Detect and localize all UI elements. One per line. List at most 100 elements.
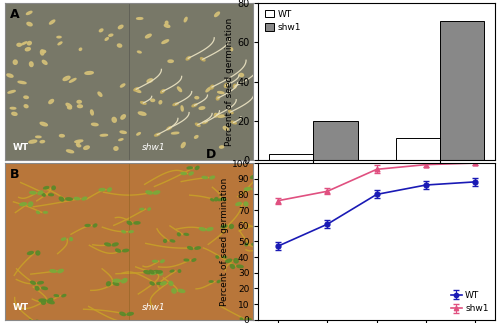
- Ellipse shape: [28, 41, 32, 45]
- Text: C: C: [206, 0, 216, 2]
- Ellipse shape: [237, 265, 243, 268]
- Ellipse shape: [98, 92, 102, 96]
- Ellipse shape: [106, 282, 110, 286]
- Ellipse shape: [48, 298, 53, 302]
- Ellipse shape: [178, 233, 180, 236]
- Ellipse shape: [147, 79, 152, 82]
- Ellipse shape: [42, 193, 45, 196]
- Ellipse shape: [202, 121, 207, 124]
- Ellipse shape: [108, 188, 112, 191]
- Ellipse shape: [170, 240, 174, 242]
- Ellipse shape: [66, 150, 73, 153]
- Ellipse shape: [178, 87, 182, 92]
- Ellipse shape: [112, 117, 116, 122]
- Ellipse shape: [100, 29, 103, 32]
- Ellipse shape: [264, 228, 267, 231]
- Ellipse shape: [119, 321, 122, 323]
- Ellipse shape: [68, 107, 71, 109]
- Ellipse shape: [8, 90, 15, 93]
- Ellipse shape: [140, 102, 146, 104]
- Ellipse shape: [74, 197, 80, 200]
- Ellipse shape: [77, 100, 82, 103]
- Ellipse shape: [199, 107, 204, 109]
- Ellipse shape: [113, 282, 118, 285]
- Ellipse shape: [38, 282, 44, 284]
- Ellipse shape: [230, 224, 234, 228]
- Ellipse shape: [162, 40, 168, 44]
- Ellipse shape: [24, 96, 28, 99]
- Ellipse shape: [159, 101, 162, 104]
- Y-axis label: Percent of seed germination: Percent of seed germination: [225, 17, 234, 146]
- Ellipse shape: [184, 234, 188, 235]
- Ellipse shape: [109, 34, 113, 36]
- Ellipse shape: [247, 318, 251, 320]
- Ellipse shape: [231, 121, 236, 124]
- Bar: [269, 154, 314, 160]
- Ellipse shape: [77, 145, 80, 147]
- Ellipse shape: [286, 238, 292, 240]
- Text: shw1: shw1: [142, 143, 166, 152]
- Ellipse shape: [181, 106, 183, 111]
- Ellipse shape: [218, 91, 224, 94]
- Ellipse shape: [245, 243, 248, 246]
- Ellipse shape: [27, 22, 32, 26]
- Ellipse shape: [206, 87, 210, 92]
- Ellipse shape: [58, 42, 62, 45]
- Ellipse shape: [138, 112, 146, 115]
- Ellipse shape: [195, 247, 200, 249]
- Ellipse shape: [234, 84, 236, 88]
- Ellipse shape: [271, 229, 275, 230]
- Ellipse shape: [151, 99, 154, 101]
- Ellipse shape: [120, 312, 126, 316]
- Ellipse shape: [78, 105, 82, 108]
- Ellipse shape: [253, 187, 257, 191]
- Ellipse shape: [230, 48, 232, 51]
- Ellipse shape: [60, 197, 64, 201]
- Ellipse shape: [164, 25, 170, 27]
- Ellipse shape: [189, 172, 193, 175]
- Ellipse shape: [257, 245, 262, 246]
- Ellipse shape: [146, 191, 152, 194]
- Ellipse shape: [170, 270, 174, 272]
- Ellipse shape: [38, 191, 43, 194]
- Ellipse shape: [167, 127, 172, 130]
- Ellipse shape: [44, 187, 49, 189]
- Text: B: B: [10, 168, 20, 181]
- Ellipse shape: [202, 176, 207, 179]
- Ellipse shape: [42, 50, 45, 53]
- Text: D: D: [206, 149, 216, 162]
- Ellipse shape: [105, 37, 108, 40]
- Ellipse shape: [120, 84, 125, 87]
- Ellipse shape: [154, 133, 160, 136]
- Ellipse shape: [218, 115, 225, 117]
- Ellipse shape: [228, 110, 233, 114]
- Ellipse shape: [192, 259, 196, 261]
- Ellipse shape: [40, 122, 48, 126]
- Ellipse shape: [42, 287, 48, 289]
- Ellipse shape: [35, 287, 39, 290]
- Ellipse shape: [112, 243, 118, 246]
- Ellipse shape: [49, 99, 54, 104]
- Ellipse shape: [200, 57, 205, 61]
- Ellipse shape: [118, 44, 122, 47]
- Ellipse shape: [40, 141, 44, 143]
- Bar: [440, 21, 484, 160]
- Ellipse shape: [84, 146, 89, 149]
- Ellipse shape: [7, 74, 13, 77]
- Legend: WT, shw1: WT, shw1: [449, 289, 490, 315]
- Ellipse shape: [36, 211, 40, 214]
- Ellipse shape: [85, 72, 94, 74]
- Ellipse shape: [60, 135, 64, 137]
- Ellipse shape: [30, 62, 33, 67]
- Ellipse shape: [134, 222, 140, 224]
- Ellipse shape: [157, 282, 162, 285]
- Ellipse shape: [48, 194, 54, 196]
- Ellipse shape: [29, 320, 32, 322]
- Ellipse shape: [216, 96, 220, 100]
- Ellipse shape: [186, 57, 190, 60]
- Ellipse shape: [29, 140, 36, 143]
- Ellipse shape: [26, 11, 32, 15]
- Ellipse shape: [294, 254, 299, 256]
- Ellipse shape: [144, 271, 150, 274]
- Ellipse shape: [92, 123, 98, 126]
